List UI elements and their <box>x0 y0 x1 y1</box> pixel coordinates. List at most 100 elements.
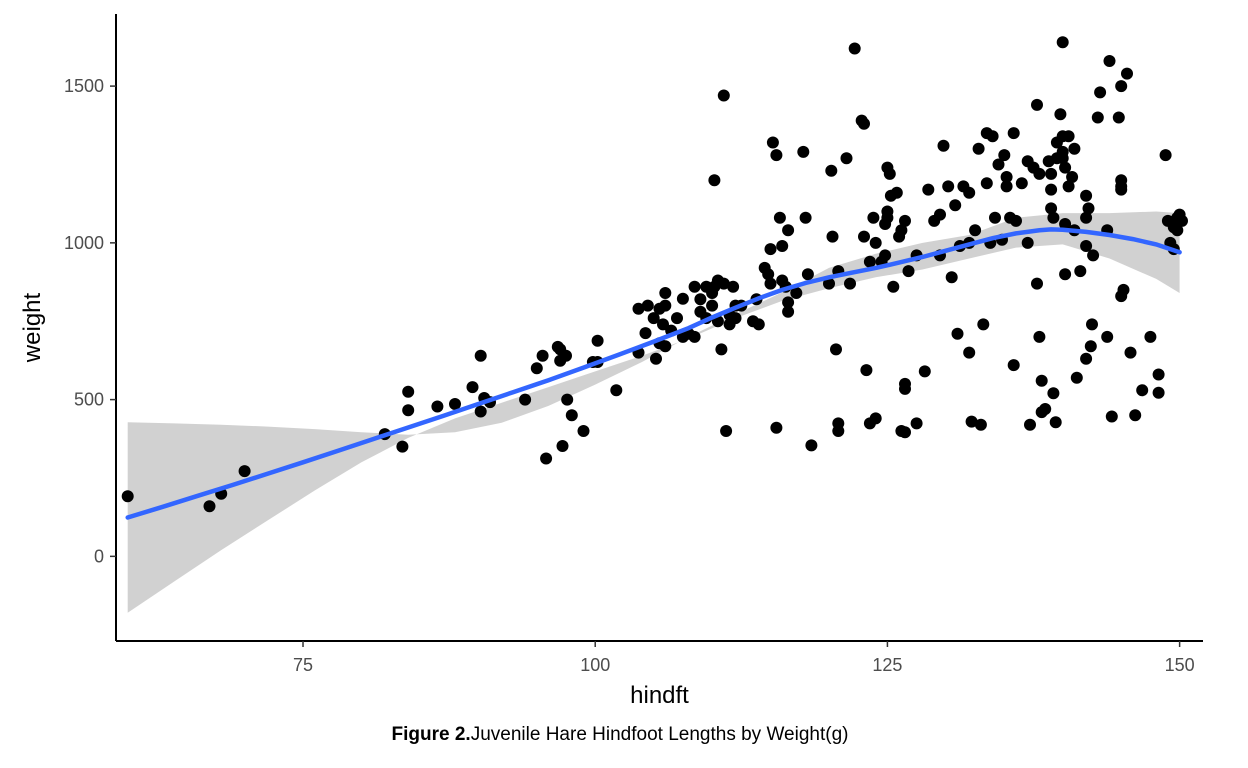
data-point <box>949 199 962 212</box>
data-point <box>1094 86 1107 99</box>
data-point <box>1124 346 1137 359</box>
data-point <box>980 177 993 190</box>
data-point <box>1045 183 1058 196</box>
data-point <box>902 265 915 278</box>
data-point <box>965 415 978 428</box>
data-point <box>1000 180 1013 193</box>
data-point <box>688 330 701 343</box>
data-point <box>610 384 623 397</box>
data-point <box>647 312 660 325</box>
data-point <box>860 364 873 377</box>
data-point <box>1047 211 1060 224</box>
data-point <box>942 180 955 193</box>
data-point <box>890 186 903 199</box>
data-point <box>858 117 870 130</box>
data-point <box>1101 330 1114 343</box>
data-point <box>869 236 882 249</box>
y-tick-label: 1500 <box>64 76 104 96</box>
data-point <box>762 268 775 281</box>
data-point <box>1112 111 1125 124</box>
data-point <box>1152 368 1165 381</box>
data-point <box>773 211 786 224</box>
data-point <box>577 425 590 437</box>
data-point <box>922 183 935 196</box>
data-point <box>1136 384 1149 397</box>
x-axis-title: hindft <box>630 682 689 709</box>
y-tick-label: 500 <box>74 390 104 410</box>
figure-caption: Figure 2.Juvenile Hare Hindfoot Lengths … <box>0 724 1240 746</box>
data-point <box>974 418 987 431</box>
confidence-ribbon-layer <box>127 211 1180 613</box>
data-point <box>536 349 549 362</box>
data-point <box>1047 387 1060 400</box>
data-point <box>657 318 669 331</box>
data-point <box>659 340 672 353</box>
data-point <box>1056 36 1069 49</box>
data-point <box>540 452 553 465</box>
data-point <box>848 42 861 55</box>
data-point <box>832 425 845 437</box>
data-point <box>561 393 574 406</box>
data-point <box>1045 167 1058 180</box>
data-point <box>1080 240 1093 252</box>
data-point <box>530 362 543 375</box>
data-point <box>556 440 569 452</box>
y-tick-label: 0 <box>94 546 104 566</box>
y-tick-label: 1000 <box>64 233 104 253</box>
data-point <box>641 299 654 312</box>
data-point <box>770 149 783 162</box>
data-point <box>776 240 789 252</box>
data-point <box>727 280 740 293</box>
data-point <box>632 302 645 315</box>
data-point <box>899 214 911 227</box>
data-point <box>1103 55 1116 67</box>
data-point <box>945 271 958 284</box>
data-point <box>717 277 730 290</box>
data-point <box>1152 386 1165 399</box>
data-point <box>1115 180 1128 193</box>
data-point <box>801 268 814 281</box>
data-point <box>766 136 779 149</box>
data-point <box>639 327 652 340</box>
data-point <box>1059 268 1072 281</box>
data-point <box>790 287 803 299</box>
data-point <box>895 224 908 237</box>
data-point <box>918 365 931 378</box>
data-point <box>1068 142 1081 155</box>
data-point <box>1129 409 1142 422</box>
data-point <box>715 343 728 356</box>
x-tick-label: 75 <box>293 655 313 675</box>
data-point <box>844 277 856 290</box>
data-point <box>591 334 604 347</box>
data-point <box>1086 318 1098 331</box>
data-point <box>1056 152 1069 165</box>
data-point <box>764 243 777 256</box>
data-point <box>805 439 818 452</box>
data-point <box>706 299 719 312</box>
data-point <box>1080 352 1093 365</box>
data-point <box>799 211 812 224</box>
smooth-line-layer <box>125 227 1182 520</box>
data-point <box>474 405 487 418</box>
data-point <box>650 352 662 365</box>
data-point <box>1045 202 1058 215</box>
data-point <box>887 280 900 293</box>
data-point <box>899 382 911 395</box>
data-point <box>826 230 839 243</box>
data-point <box>1000 171 1013 183</box>
y-axis-title: weight <box>19 292 46 363</box>
data-point <box>937 139 950 152</box>
data-point <box>782 305 795 318</box>
data-point <box>840 152 853 165</box>
data-point <box>1117 283 1130 296</box>
figure-caption-text: Juvenile Hare Hindfoot Lengths by Weight… <box>470 724 849 745</box>
data-point <box>1035 374 1048 387</box>
data-point <box>858 230 870 243</box>
smooth-line <box>125 227 1182 520</box>
data-point <box>676 292 689 305</box>
data-point <box>770 421 783 434</box>
data-point <box>830 343 842 356</box>
data-point <box>1062 180 1075 193</box>
data-point <box>396 440 409 453</box>
